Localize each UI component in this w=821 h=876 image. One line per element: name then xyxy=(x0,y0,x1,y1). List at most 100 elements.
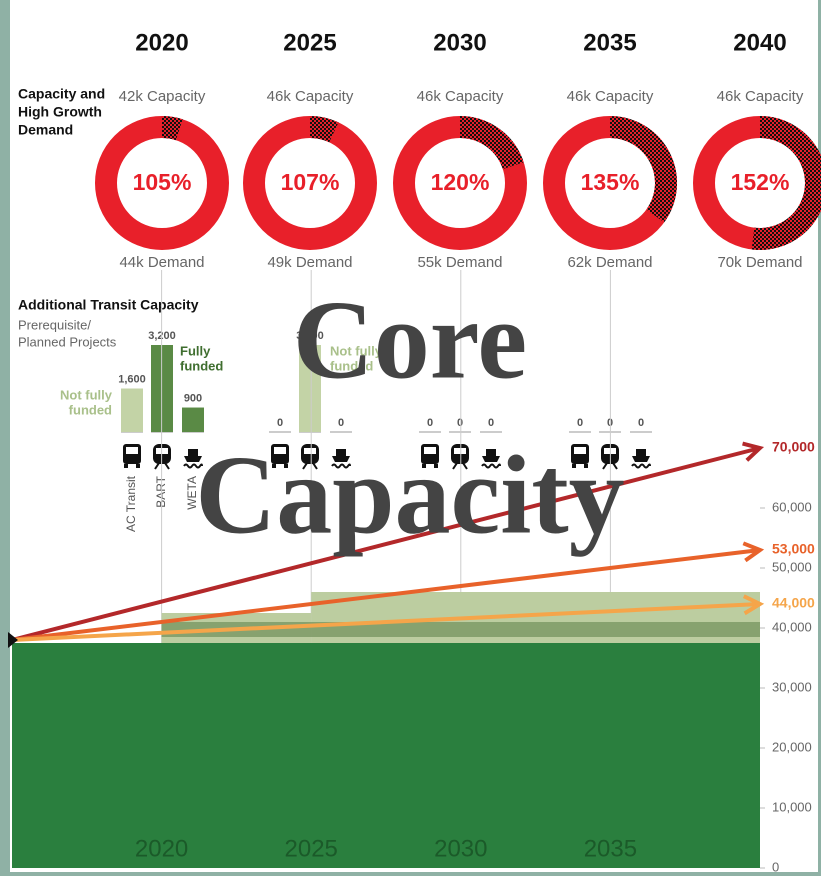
ferry-waves xyxy=(331,463,351,469)
capacity-label: 46k Capacity xyxy=(417,88,504,105)
capacity-label: 46k Capacity xyxy=(717,88,804,105)
bus-window xyxy=(126,447,138,454)
capacity-label: 46k Capacity xyxy=(567,88,654,105)
arrow-head xyxy=(742,594,765,616)
not-funded-note: Not fully xyxy=(330,343,383,358)
demand-line xyxy=(11,446,761,642)
bus-wheel xyxy=(124,464,128,468)
bar-value: 0 xyxy=(277,417,283,429)
bar xyxy=(182,407,204,432)
bus-wheel xyxy=(422,464,426,468)
y-tick-label: 40,000 xyxy=(772,619,812,634)
ferry-icon xyxy=(632,449,650,462)
donut-value: 120% xyxy=(431,169,490,195)
demand-line xyxy=(11,602,761,642)
demand-label: 70k Demand xyxy=(717,254,802,271)
bus-window xyxy=(424,447,436,454)
not-funded-note: Not fully xyxy=(60,387,113,402)
end-label: 44,000 xyxy=(772,595,815,611)
end-label: 70,000 xyxy=(772,439,815,455)
bar-value: 3,200 xyxy=(296,330,324,342)
train-window xyxy=(454,448,466,454)
y-tick-label: 0 xyxy=(772,859,779,874)
train-legs xyxy=(602,462,618,470)
demand-label: 62k Demand xyxy=(567,254,652,271)
year-header: 2040 xyxy=(733,29,786,56)
donut-value: 152% xyxy=(731,169,790,195)
bar-value: 1,600 xyxy=(118,373,146,385)
funded-note: funded xyxy=(180,358,223,373)
capacity-label: 42k Capacity xyxy=(119,88,206,105)
bar-value: 0 xyxy=(638,417,644,429)
x-tick-label: 2035 xyxy=(584,835,637,862)
bus-wheel xyxy=(272,464,276,468)
bar-value: 900 xyxy=(184,392,202,404)
ferry-icon xyxy=(482,449,500,462)
y-tick-label: 10,000 xyxy=(772,799,812,814)
y-tick-label: 60,000 xyxy=(772,499,812,514)
donut-excess xyxy=(161,116,183,141)
donut-value: 107% xyxy=(281,169,340,195)
bar-value: 0 xyxy=(338,417,344,429)
donut-value: 105% xyxy=(133,169,192,195)
donut-title: Demand xyxy=(18,122,73,138)
capacity-area xyxy=(12,643,760,868)
not-funded-note: funded xyxy=(330,358,373,373)
x-tick-label: 2030 xyxy=(434,835,487,862)
donut-excess xyxy=(309,116,339,143)
demand-label: 49k Demand xyxy=(267,254,352,271)
x-tick-label: 2025 xyxy=(285,835,338,862)
year-header: 2030 xyxy=(433,29,486,56)
bar-category: WETA xyxy=(185,476,199,510)
year-header: 2035 xyxy=(583,29,636,56)
bar xyxy=(299,345,321,432)
content: Capacity and High Growth Demand 2020 42k Cap… xyxy=(8,29,821,874)
end-label: 53,000 xyxy=(772,541,815,557)
donut-excess xyxy=(751,116,821,250)
bar-value: 0 xyxy=(457,417,463,429)
capacity-label: 46k Capacity xyxy=(267,88,354,105)
donut-title: High Growth xyxy=(18,104,102,120)
overlay-title: Capacity xyxy=(195,434,624,558)
bus-wheel xyxy=(434,464,438,468)
bus-window xyxy=(274,447,286,454)
overlay-title: Core xyxy=(293,279,527,403)
demand-line xyxy=(11,548,761,642)
bar-subtitle: Prerequisite/ xyxy=(18,317,91,332)
bus-wheel xyxy=(284,464,288,468)
train-legs xyxy=(154,462,170,470)
bar-value: 0 xyxy=(427,417,433,429)
ferry-waves xyxy=(481,463,501,469)
year-header: 2020 xyxy=(135,29,188,56)
ferry-waves xyxy=(183,463,203,469)
bar-title: Additional Transit Capacity xyxy=(18,297,199,313)
train-legs xyxy=(302,462,318,470)
arrow-head xyxy=(742,441,765,462)
demand-label: 44k Demand xyxy=(119,254,204,271)
bus-window xyxy=(574,447,586,454)
y-tick-label: 30,000 xyxy=(772,679,812,694)
bar-category: AC Transit xyxy=(124,475,138,532)
donut-excess xyxy=(609,116,677,223)
arrow-head xyxy=(742,541,765,563)
ferry-waves xyxy=(631,463,651,469)
ferry-icon xyxy=(184,449,202,462)
bus-wheel xyxy=(584,464,588,468)
donut-excess xyxy=(459,116,524,170)
bus-wheel xyxy=(136,464,140,468)
train-legs xyxy=(452,462,468,470)
demand-label: 55k Demand xyxy=(417,254,502,271)
bus-wheel xyxy=(572,464,576,468)
funded-note: Fully xyxy=(180,343,211,358)
donut-value: 135% xyxy=(581,169,640,195)
y-tick-label: 50,000 xyxy=(772,559,812,574)
bar-value: 0 xyxy=(577,417,583,429)
bar xyxy=(121,388,143,432)
not-funded-note: funded xyxy=(69,402,112,417)
x-tick-label: 2020 xyxy=(135,835,188,862)
bar-value: 0 xyxy=(488,417,494,429)
y-tick-label: 20,000 xyxy=(772,739,812,754)
ferry-icon xyxy=(332,449,350,462)
train-window xyxy=(304,448,316,454)
